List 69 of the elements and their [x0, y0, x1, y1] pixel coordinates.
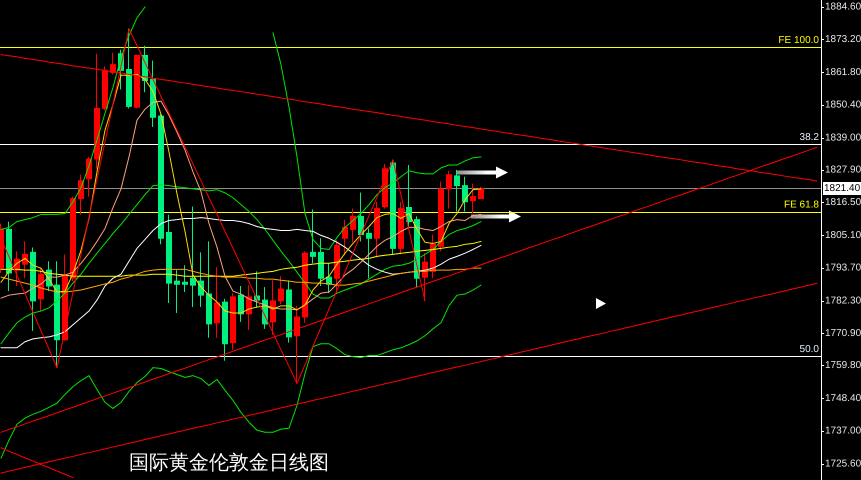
y-tick-label: 1748.40	[825, 392, 861, 404]
candlestick	[30, 246, 36, 332]
candlestick	[214, 266, 220, 338]
candlestick	[158, 114, 164, 245]
candlestick	[454, 169, 460, 212]
candlestick	[446, 170, 452, 210]
candlestick	[382, 163, 388, 210]
annotation: 50.0	[800, 344, 820, 356]
candlestick	[374, 201, 380, 258]
line-series	[0, 268, 482, 293]
y-tick-label: 1793.70	[825, 262, 861, 274]
candlestick	[462, 176, 468, 212]
line-series	[0, 282, 818, 474]
y-tick-label: 1759.80	[825, 360, 861, 372]
candlestick	[126, 28, 132, 109]
text: 国际黄金伦敦金日线图	[129, 450, 329, 474]
y-tick-label: 1850.40	[825, 100, 861, 111]
candlestick	[70, 196, 76, 282]
candlestick	[238, 285, 244, 322]
annotation: 38.2	[800, 132, 820, 143]
line-series	[0, 217, 482, 348]
y-tick-label: 1770.90	[825, 328, 861, 340]
candlestick	[222, 298, 228, 362]
candlestick	[366, 228, 372, 279]
candlestick	[270, 280, 276, 336]
line-series	[0, 184, 482, 344]
candlestick	[206, 240, 212, 338]
candlestick	[302, 250, 308, 324]
y-tick-label: 1805.10	[825, 230, 861, 241]
ref-line-label: 1821.40	[824, 183, 861, 194]
y-tick-label: 1884.60	[825, 1, 861, 12]
y-tick-label: 1839.00	[825, 132, 861, 144]
candlestick	[334, 240, 340, 294]
candlestick	[318, 238, 324, 286]
candlestick	[102, 66, 108, 111]
candlestick	[470, 183, 476, 214]
candlestick	[22, 240, 28, 279]
candlestick	[398, 201, 404, 255]
candlestick	[254, 270, 260, 308]
y-tick-label: 1827.90	[825, 164, 861, 176]
candlestick	[478, 186, 484, 200]
y-tick-label: 1725.60	[825, 458, 861, 470]
candlestick	[350, 208, 356, 243]
candlestick	[6, 221, 12, 292]
candlestick	[54, 260, 60, 368]
y-tick-label: 1873.20	[825, 34, 861, 46]
ref-line-label: FE 100.0	[778, 35, 820, 46]
candlestick	[358, 192, 364, 242]
candlestick	[342, 219, 348, 256]
candlestick	[246, 284, 252, 330]
candlestick	[198, 252, 204, 308]
candlestick	[278, 276, 284, 305]
y-tick-label: 1782.30	[825, 295, 861, 306]
candlestick	[38, 268, 44, 312]
candlestick	[310, 209, 316, 264]
y-tick-label: 1861.80	[825, 66, 861, 78]
candlestick	[190, 206, 196, 308]
candlestick	[182, 264, 188, 293]
y-tick-label: 1816.50	[825, 197, 861, 208]
candlestick	[174, 270, 180, 314]
candlestick	[390, 159, 396, 255]
candlestick	[166, 214, 172, 304]
candlestick	[230, 292, 236, 350]
candlestick	[286, 280, 292, 344]
ref-line-label: FE 61.8	[784, 199, 820, 210]
y-tick-label: 1737.00	[825, 426, 861, 437]
candlestick	[438, 181, 444, 252]
line-series	[0, 240, 482, 277]
candlestick	[406, 164, 412, 230]
